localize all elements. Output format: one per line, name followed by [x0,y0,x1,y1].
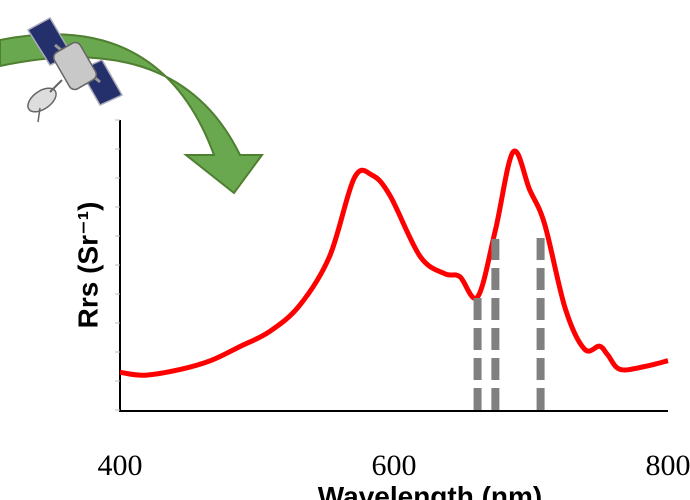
x-tick-label: 800 [646,449,690,482]
y-axis-label: Rrs (Sr⁻¹) [72,202,103,329]
satellite-icon [24,18,122,122]
x-axis-label: Wavelength (nm) [318,481,543,500]
spectrum-line [120,151,668,375]
x-tick-label: 400 [98,449,143,482]
x-tick-label: 600 [372,449,417,482]
chart: Rrs (Sr⁻¹) Wavelength (nm) 400 600 800 [0,0,690,500]
